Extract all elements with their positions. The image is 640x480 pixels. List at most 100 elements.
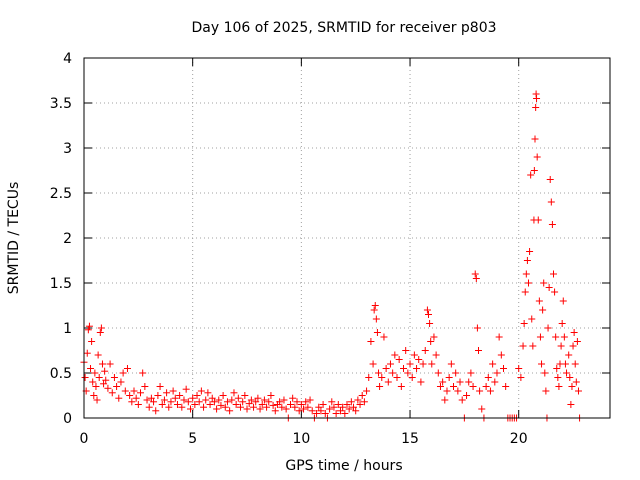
data-point (402, 347, 410, 354)
data-point (532, 104, 540, 111)
data-point (533, 153, 541, 161)
data-point (529, 342, 537, 350)
data-point (282, 405, 290, 413)
data-point (280, 396, 288, 404)
x-tick-label: 15 (401, 431, 419, 447)
data-point (555, 383, 563, 390)
y-axis-label: SRMTID / TECUs (6, 182, 22, 295)
data-point (308, 407, 316, 415)
data-point (439, 378, 447, 386)
data-point (395, 356, 403, 363)
data-point (108, 389, 116, 397)
data-point (367, 338, 375, 345)
data-point (363, 387, 371, 395)
data-point (536, 333, 544, 341)
data-point (426, 320, 434, 327)
data-point (328, 398, 336, 406)
data-point (163, 389, 171, 397)
data-point (524, 279, 532, 287)
data-point (217, 401, 225, 409)
chart-title: Day 106 of 2025, SRMTID for receiver p80… (191, 20, 496, 36)
data-point (373, 329, 381, 336)
tick-labels: 0 0.5 1 1.5 2 2.5 3 3.5 4 0 5 10 15 20 (50, 51, 528, 447)
data-point (167, 398, 175, 406)
data-point (241, 392, 249, 399)
data-point (538, 360, 546, 368)
data-point (100, 380, 108, 388)
data-point (469, 383, 477, 390)
data-point (110, 374, 118, 381)
data-point (321, 410, 329, 417)
data-point (236, 403, 244, 411)
data-point (215, 396, 223, 404)
data-point (495, 333, 503, 341)
data-point (306, 396, 314, 404)
data-point (352, 407, 360, 415)
x-tick-label: 0 (80, 431, 89, 447)
y-tick-label: 1.5 (50, 276, 72, 292)
data-point (450, 383, 458, 390)
data-point (89, 378, 97, 386)
data-point (243, 405, 251, 413)
data-point (467, 369, 475, 377)
data-points (80, 90, 584, 422)
data-point (421, 347, 429, 354)
data-point (476, 387, 484, 395)
data-point (560, 333, 568, 341)
data-point (330, 403, 338, 411)
data-point (223, 398, 231, 406)
data-point (81, 374, 89, 381)
data-point (334, 401, 342, 408)
data-point (276, 398, 284, 406)
data-point (247, 396, 255, 404)
x-tick-label: 10 (292, 431, 310, 447)
data-point (85, 322, 93, 330)
data-point (130, 387, 138, 395)
data-point (187, 405, 195, 413)
data-point (356, 401, 364, 408)
data-point (434, 369, 442, 377)
data-point (202, 396, 210, 404)
data-point (95, 374, 103, 381)
y-tick-label: 2 (63, 231, 72, 247)
data-point (300, 405, 308, 413)
data-point (191, 401, 199, 408)
data-point (465, 378, 473, 386)
data-point (313, 410, 321, 417)
data-point (534, 216, 542, 224)
data-point (123, 365, 131, 372)
data-point (93, 396, 101, 404)
data-point (336, 407, 344, 415)
data-point (182, 385, 190, 393)
data-point (365, 374, 373, 381)
data-point (572, 378, 580, 386)
data-point (376, 383, 384, 390)
data-point (413, 365, 421, 372)
data-point (226, 407, 234, 415)
data-point (445, 374, 453, 381)
data-point (193, 392, 201, 399)
data-point (531, 135, 539, 143)
data-point (557, 342, 565, 350)
data-point (546, 176, 554, 183)
data-point (232, 401, 240, 408)
data-point (286, 401, 294, 408)
data-point (345, 405, 353, 413)
data-point (380, 333, 388, 341)
data-point (228, 396, 236, 404)
data-point (213, 405, 221, 413)
data-point (427, 338, 435, 345)
data-point (332, 410, 340, 417)
data-point (176, 392, 184, 399)
data-point (90, 392, 98, 399)
data-point (101, 367, 109, 375)
data-point (360, 398, 368, 406)
data-point (561, 360, 569, 368)
data-point (156, 383, 164, 390)
data-point (295, 407, 303, 415)
data-point (234, 394, 242, 402)
data-point (302, 398, 310, 406)
data-point (486, 387, 494, 395)
data-point (502, 383, 510, 390)
data-point (419, 360, 427, 368)
